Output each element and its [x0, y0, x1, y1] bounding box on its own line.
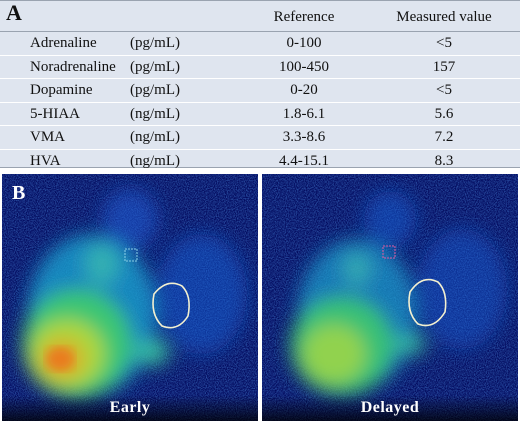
analyte-name: 5-HIAA [30, 105, 80, 122]
caption-shade [2, 395, 258, 421]
roi-outline [408, 278, 447, 327]
table-row: Noradrenaline (pg/mL) 100-450 157 [0, 56, 520, 80]
measured-value: 157 [432, 58, 456, 75]
measured-value: 5.6 [434, 105, 454, 122]
caption-shade [262, 395, 518, 421]
table-row: Dopamine (pg/mL) 0-20 <5 [0, 79, 520, 103]
panel-a-letter: A [6, 0, 22, 25]
table-row: HVA (ng/mL) 4.4-15.1 8.3 [0, 150, 520, 173]
reference-range: 0-20 [290, 82, 318, 99]
measured-value: <5 [436, 82, 452, 99]
header-divider [0, 31, 520, 32]
measured-value: 7.2 [434, 129, 454, 146]
analyte-unit: (ng/mL) [130, 129, 180, 146]
analyte-name: VMA [30, 129, 66, 146]
roi-marker-square [124, 248, 138, 262]
panel-b-letter: B [12, 182, 26, 204]
header-measured-value: Measured value [396, 9, 492, 25]
analyte-name: Dopamine [30, 82, 93, 99]
reference-range: 1.8-6.1 [282, 105, 326, 122]
early-caption: Early [109, 399, 151, 416]
table-row: VMA (ng/mL) 3.3-8.6 7.2 [0, 126, 520, 150]
measured-value: <5 [436, 35, 452, 51]
table-row: 5-HIAA (ng/mL) 1.8-6.1 5.6 [0, 103, 520, 127]
analyte-unit: (pg/mL) [130, 35, 180, 51]
table-row: Adrenaline (pg/mL) 0-100 <5 [0, 32, 520, 56]
delayed-caption: Delayed [360, 399, 420, 416]
delayed-scan-image: Delayed [262, 174, 518, 421]
reference-range: 100-450 [279, 58, 329, 75]
early-scan-image: B Early [2, 174, 258, 421]
measured-value: 8.3 [434, 152, 454, 169]
reference-range: 0-100 [286, 35, 322, 51]
analyte-unit: (ng/mL) [130, 152, 180, 169]
panel-b-scans: B Early [0, 170, 520, 421]
roi-marker-square [382, 245, 396, 259]
analyte-unit: (pg/mL) [130, 82, 180, 99]
header-reference: Reference [273, 9, 335, 25]
analyte-unit: (ng/mL) [130, 105, 180, 122]
analyte-name: HVA [30, 152, 61, 169]
roi-outline [152, 282, 190, 329]
analyte-name: Noradrenaline [30, 58, 116, 75]
panel-a-table: A Reference Measured value Adrenaline (p… [0, 0, 520, 169]
reference-range: 3.3-8.6 [282, 129, 326, 146]
reference-range: 4.4-15.1 [279, 152, 329, 169]
analyte-name: Adrenaline [30, 35, 97, 51]
analyte-unit: (pg/mL) [130, 58, 180, 75]
table-body: Adrenaline (pg/mL) 0-100 <5 Noradrenalin… [0, 32, 520, 173]
